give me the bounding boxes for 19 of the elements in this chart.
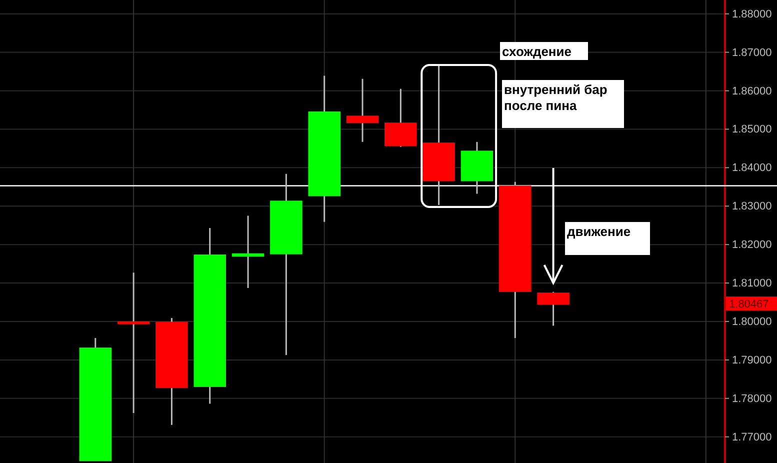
annotation: схождение [502,44,572,59]
candlestick [232,214,264,289]
y-tick-label: 1.85000 [732,124,772,136]
y-tick-label: 1.79000 [732,354,772,366]
text: 1.80467 [729,298,769,311]
candlestick [117,272,150,414]
y-tick-label: 1.88000 [732,8,772,20]
y-tick-label: 1.78000 [732,392,772,405]
annotation: внутренний бар после пина [504,82,608,113]
y-tick-label: 1.80000 [732,316,772,328]
y-tick-label: 1.83000 [732,200,772,213]
y-tick-label: 1.81000 [732,278,772,290]
y-tick-label: 1.87000 [732,46,772,59]
candlestick [346,78,379,143]
y-tick-label: 1.84000 [732,162,772,174]
annotation: движение [567,224,631,239]
y-tick-label: 1.77000 [732,431,772,444]
y-tick-label: 1.86000 [732,85,772,98]
y-tick-label: 1.82000 [732,239,772,252]
